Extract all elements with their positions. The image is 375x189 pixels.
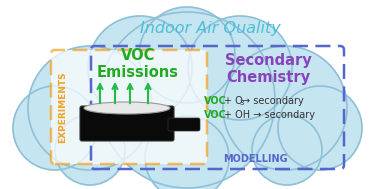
Text: 3: 3 [239, 100, 243, 106]
Circle shape [28, 46, 152, 170]
Text: VOC
Emissions: VOC Emissions [97, 48, 179, 80]
Circle shape [99, 12, 275, 188]
FancyBboxPatch shape [51, 50, 207, 164]
FancyBboxPatch shape [80, 106, 174, 141]
Circle shape [88, 16, 192, 120]
Circle shape [55, 115, 125, 185]
Circle shape [252, 115, 322, 185]
FancyBboxPatch shape [168, 118, 200, 131]
Circle shape [145, 116, 229, 189]
Text: EXPERIMENTS: EXPERIMENTS [58, 71, 68, 143]
Text: Indoor Air Quality: Indoor Air Quality [140, 22, 280, 36]
Text: → secondary: → secondary [242, 96, 304, 106]
Circle shape [278, 86, 362, 170]
Text: + OH → secondary: + OH → secondary [224, 110, 315, 120]
Circle shape [139, 7, 235, 103]
Text: + O: + O [224, 96, 243, 106]
Text: MODELLING: MODELLING [223, 154, 287, 164]
Text: Secondary
Chemistry: Secondary Chemistry [225, 53, 311, 85]
Text: VOC: VOC [204, 110, 227, 120]
Ellipse shape [84, 102, 170, 114]
Circle shape [13, 86, 97, 170]
Circle shape [223, 46, 347, 170]
Text: VOC: VOC [204, 96, 227, 106]
Circle shape [188, 16, 292, 120]
